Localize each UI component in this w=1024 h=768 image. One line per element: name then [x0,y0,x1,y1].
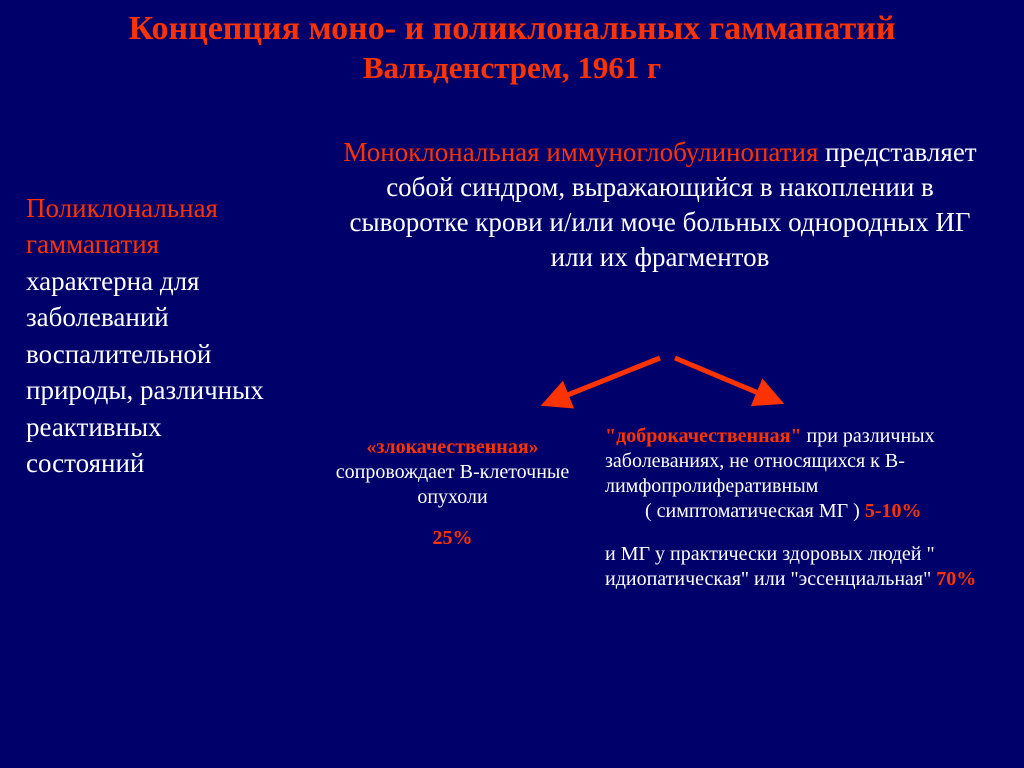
slide-title: Концепция моно- и поликлональных гаммапа… [0,10,1024,86]
benign-paragraph-1: "доброкачественная" при различных заболе… [605,424,995,524]
slide: Концепция моно- и поликлональных гаммапа… [0,0,1024,768]
malignant-label: «злокачественная» [366,436,538,458]
benign-percent-1: 5-10% [865,500,922,522]
split-arrows-icon [520,340,820,420]
malignant-percent: 25% [320,526,585,551]
left-text-block: Поликлональная гаммапатия характерна для… [26,190,286,482]
benign-paragraph-2: и МГ у практически здоровых людей " идио… [605,542,995,592]
right-top-accent-text: Моноклональная иммуноглобулинопатия [343,137,818,167]
title-line-2: Вальденстрем, 1961 г [0,50,1024,86]
benign-text-2: и МГ у практически здоровых людей " идио… [605,543,936,590]
title-line-1: Концепция моно- и поликлональных гаммапа… [0,10,1024,48]
benign-percent-2: 70% [936,568,976,590]
benign-paren: ( симптоматическая МГ ) [605,500,865,522]
left-accent-text: Поликлональная гаммапатия [26,193,218,259]
arrow-right [675,358,775,400]
malignant-block: «злокачественная» сопровождает В-клеточн… [320,435,585,551]
malignant-text: сопровождает В-клеточные опухоли [336,461,570,508]
benign-label: "доброкачественная" [605,425,802,447]
right-top-text-block: Моноклональная иммуноглобулинопатия пред… [340,135,980,275]
benign-block: "доброкачественная" при различных заболе… [605,424,995,610]
arrow-left [550,358,660,402]
left-body-text: характерна для заболеваний воспалительно… [26,266,264,478]
